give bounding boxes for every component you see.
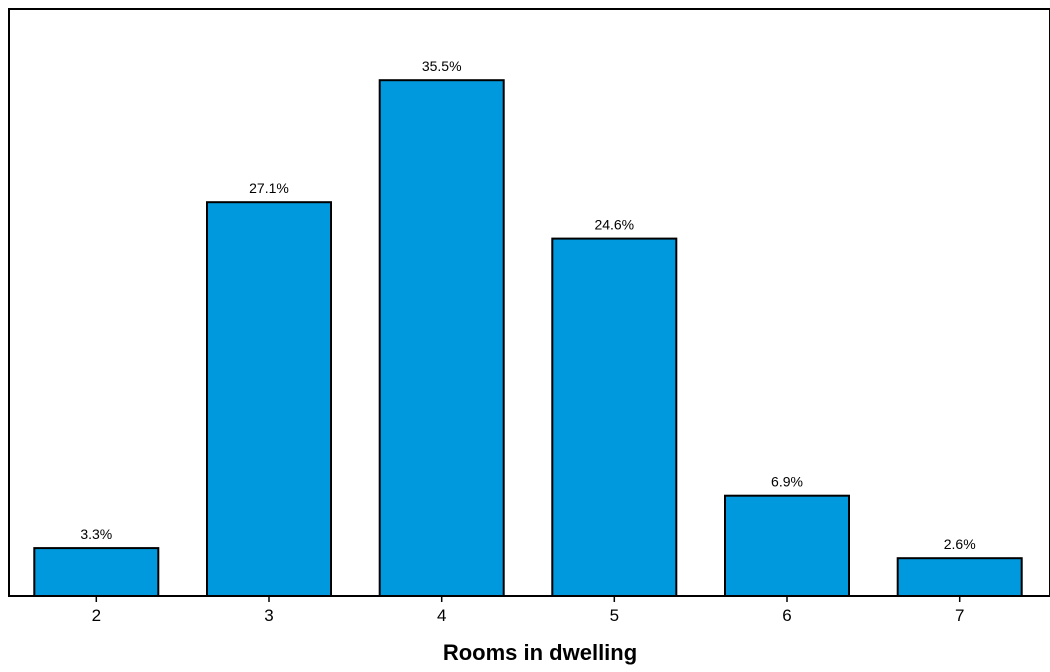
bars-layer: [33, 79, 1023, 598]
data-label-7: 2.6%: [944, 536, 976, 552]
data-label-5: 24.6%: [594, 217, 634, 233]
bar-4: [378, 79, 505, 597]
x-tick-label-6: 6: [782, 606, 791, 625]
x-axis-ticks-layer: 2 3 4 5 6 7: [92, 596, 964, 625]
plot-area-frame: [8, 8, 1050, 597]
data-label-4: 35.5%: [422, 58, 462, 74]
data-labels-layer: 3.3% 27.1% 35.5% 24.6% 6.9% 2.6%: [80, 58, 975, 552]
data-label-2: 3.3%: [80, 526, 112, 542]
x-tick-label-4: 4: [437, 606, 446, 625]
bar-5: [551, 237, 678, 597]
x-tick-label-2: 2: [92, 606, 101, 625]
bar-6: [724, 494, 850, 598]
x-tick-label-3: 3: [264, 606, 273, 625]
bar-7: [896, 557, 1023, 598]
bar-2: [33, 547, 160, 597]
bar-3: [206, 201, 332, 597]
x-tick-label-5: 5: [610, 606, 619, 625]
x-axis-title: Rooms in dwelling: [443, 640, 637, 665]
data-label-6: 6.9%: [771, 474, 803, 490]
x-tick-label-7: 7: [955, 606, 964, 625]
data-label-3: 27.1%: [249, 180, 289, 196]
